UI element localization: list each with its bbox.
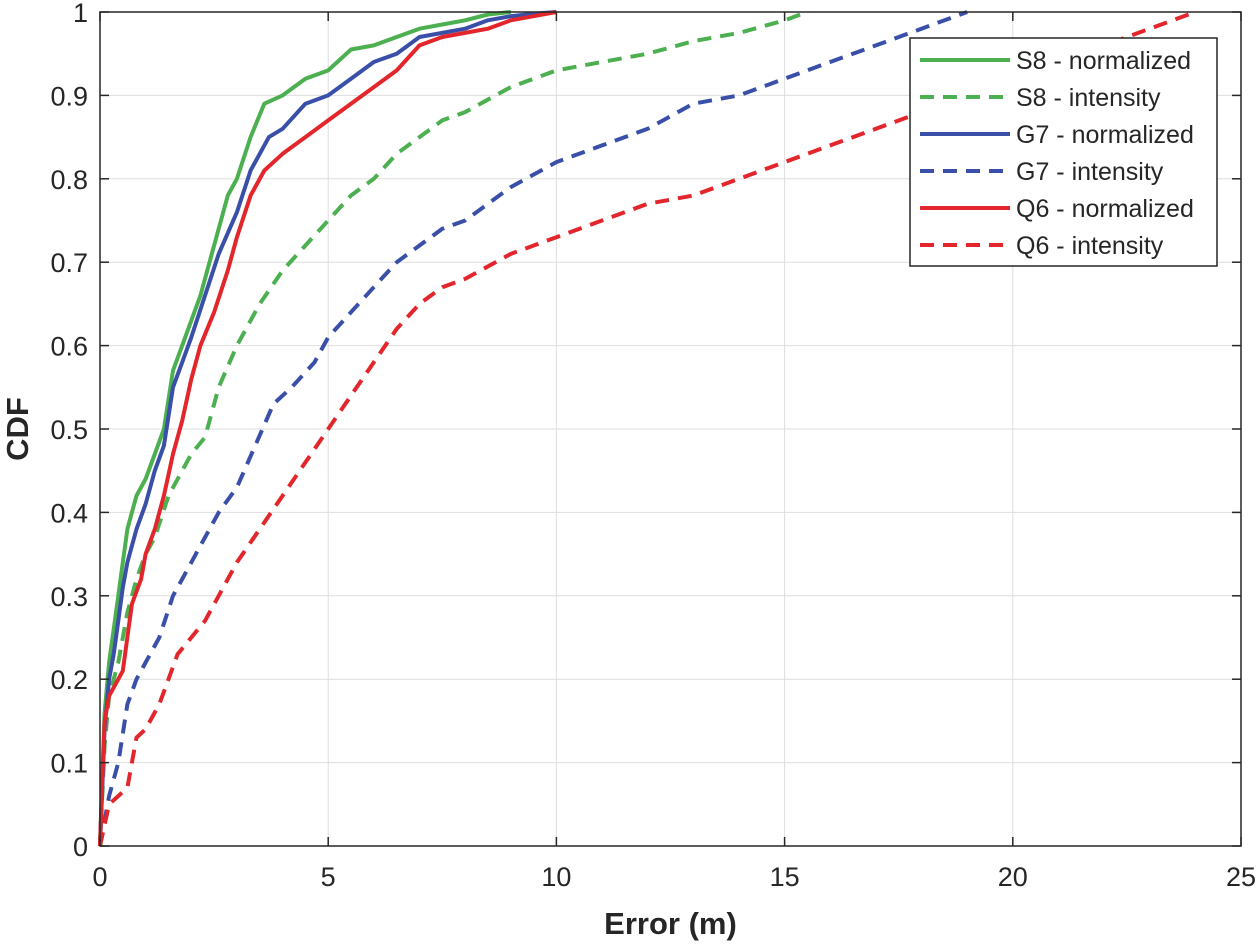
x-tick-label: 15 — [770, 862, 800, 892]
x-tick-label: 0 — [92, 862, 107, 892]
x-tick-label: 25 — [1226, 862, 1256, 892]
series-line-g7-normalized — [98, 10, 557, 847]
series-line-q6-normalized — [98, 10, 557, 847]
y-tick-label: 0.2 — [50, 665, 88, 695]
x-tick-label: 20 — [998, 862, 1028, 892]
y-tick-label: 0.8 — [50, 165, 88, 195]
series-group — [98, 10, 1197, 847]
series-line-s8-normalized — [98, 10, 512, 847]
y-axis-label: CDF — [0, 397, 35, 461]
legend-box — [909, 37, 1218, 267]
x-tick-label: 10 — [541, 862, 571, 892]
series-line-g7-intensity — [98, 10, 968, 847]
legend-label-q6-normalized: Q6 - normalized — [1016, 195, 1194, 223]
grid — [99, 11, 1242, 847]
y-tick-label: 0.7 — [50, 248, 88, 278]
legend-label-s8-normalized: S8 - normalized — [1016, 47, 1191, 75]
legend-label-q6-intensity: Q6 - intensity — [1016, 232, 1164, 260]
legend-label-s8-intensity: S8 - intensity — [1016, 84, 1161, 112]
legend-label-g7-normalized: G7 - normalized — [1016, 121, 1194, 149]
y-tick-label: 0 — [73, 832, 88, 862]
legend-items: S8 - normalized S8 - intensity G7 - normal… — [920, 47, 1194, 260]
y-tick-label: 0.1 — [50, 749, 88, 779]
x-axis-label: Error (m) — [604, 906, 737, 941]
y-tick-label: 0.6 — [50, 332, 88, 362]
y-tick-labels: 0 0.1 0.2 0.3 0.4 0.5 0.6 0.7 0.8 0.9 1 — [50, 0, 88, 862]
legend-label-g7-intensity: G7 - intensity — [1016, 158, 1164, 186]
y-tick-label: 0.9 — [50, 81, 88, 111]
x-tick-labels: 0 5 10 15 20 25 — [92, 862, 1256, 892]
x-tick-label: 5 — [321, 862, 336, 892]
series-line-q6-intensity — [98, 10, 1197, 847]
y-tick-label: 0.4 — [50, 498, 88, 528]
series-line-s8-intensity — [98, 10, 809, 847]
axis-ticks — [99, 11, 1242, 847]
y-tick-label: 1 — [73, 0, 88, 28]
legend: S8 - normalized S8 - intensity G7 - normal… — [909, 37, 1218, 267]
y-tick-label: 0.3 — [50, 582, 88, 612]
y-tick-label: 0.5 — [50, 415, 88, 445]
